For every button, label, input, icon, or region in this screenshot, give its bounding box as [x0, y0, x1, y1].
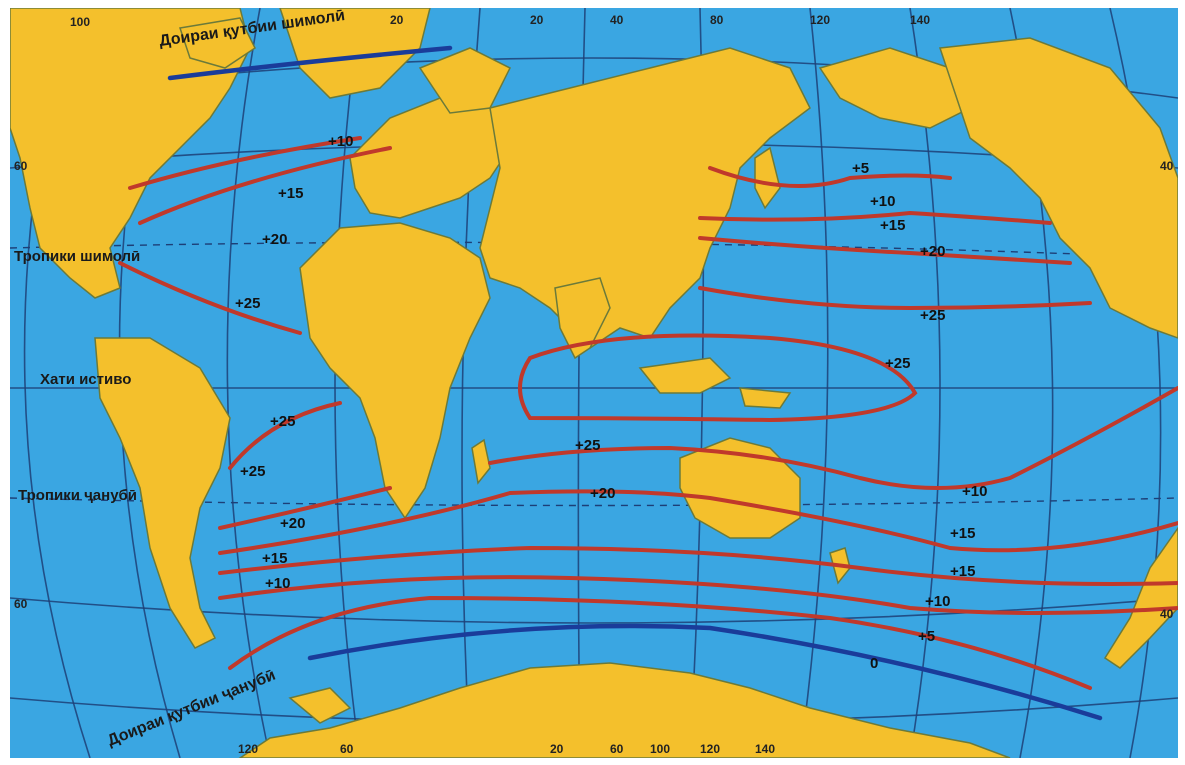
lat-label: 40	[1160, 159, 1174, 173]
north-america-west	[938, 37, 1178, 339]
isotherm-label: +15	[950, 563, 975, 580]
lon-label: 20	[550, 742, 564, 756]
isotherm-label: +25	[920, 307, 945, 324]
isotherm-label: +10	[328, 133, 353, 150]
lon-label: 80	[710, 13, 724, 27]
lon-label: 140	[910, 13, 930, 27]
isotherm-label: +10	[870, 193, 895, 210]
isotherm-labels: +10 +15 +20 +25 +25 +25 +25 +20 +15 +10 …	[235, 133, 987, 672]
map-canvas: +10 +15 +20 +25 +25 +25 +25 +20 +15 +10 …	[10, 8, 1178, 758]
lon-label: 140	[755, 742, 775, 756]
isotherm-label: +10	[265, 575, 290, 592]
isotherm-label: +25	[270, 413, 295, 430]
degree-labels: 100 20 20 40 80 120 140 120 60 20 60 100…	[14, 13, 1174, 756]
isotherm-label: +20	[262, 231, 287, 248]
australia	[679, 437, 801, 539]
antarctic-peninsula	[288, 687, 352, 724]
world-map: +10 +15 +20 +25 +25 +25 +25 +20 +15 +10 …	[10, 8, 1178, 758]
isotherm-label: +10	[925, 593, 950, 610]
isotherm-label: +25	[240, 463, 265, 480]
greenland	[279, 8, 431, 99]
equator-label: Хати истиво	[40, 371, 131, 388]
india	[554, 277, 611, 360]
lon-label: 120	[238, 742, 258, 756]
isotherm-label: 0	[870, 655, 878, 672]
continents	[10, 8, 1178, 758]
isotherms	[118, 136, 1178, 690]
lon-label: 100	[70, 15, 90, 29]
lon-label: 20	[390, 13, 404, 27]
lon-label: 20	[530, 13, 544, 27]
south-america-right	[1103, 526, 1178, 669]
lat-label: 40	[1160, 607, 1174, 621]
tropic-north-label: Тропики шимолӣ	[14, 248, 140, 265]
isotherm-label: +15	[278, 185, 303, 202]
asia	[479, 47, 811, 349]
lon-label: 120	[700, 742, 720, 756]
north-america	[10, 8, 251, 299]
madagascar	[471, 438, 491, 485]
lon-label: 120	[810, 13, 830, 27]
isotherm-label: +15	[262, 550, 287, 567]
lon-label: 40	[610, 13, 624, 27]
lat-label: 60	[14, 159, 28, 173]
europe	[349, 97, 511, 219]
antarctica	[238, 662, 1011, 758]
isotherm-label: +25	[575, 437, 600, 454]
isotherm-label: +20	[280, 515, 305, 532]
isotherm-label: +15	[880, 217, 905, 234]
chukotka	[818, 47, 972, 129]
scandinavia	[418, 47, 512, 114]
africa	[299, 222, 491, 520]
lon-label: 100	[650, 742, 670, 756]
isotherm-label: +20	[920, 243, 945, 260]
lat-label: 60	[14, 597, 28, 611]
isotherm-label: +10	[962, 483, 987, 500]
lon-label: 60	[340, 742, 354, 756]
arctic-islands	[179, 17, 256, 69]
indonesia	[638, 357, 732, 394]
isotherm-label: +15	[950, 525, 975, 542]
indonesia-east	[738, 387, 792, 409]
isotherm-label: +25	[235, 295, 260, 312]
cold-lines	[167, 45, 1103, 721]
isotherm-label: +20	[590, 485, 615, 502]
lon-label: 60	[610, 742, 624, 756]
tropic-south-label: Тропики ҷанубӣ	[18, 487, 137, 504]
isotherm-label: +25	[885, 355, 910, 372]
isotherm-label: +5	[852, 160, 869, 177]
south-america	[94, 337, 231, 649]
isotherm-label: +5	[918, 628, 935, 645]
